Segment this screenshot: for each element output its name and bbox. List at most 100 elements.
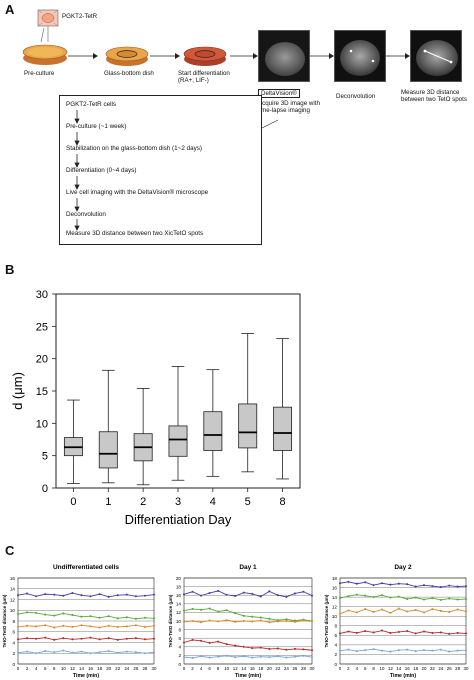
series-point xyxy=(406,583,409,586)
series-point xyxy=(302,590,305,593)
x-tick-label: 2 xyxy=(26,666,29,671)
series-point xyxy=(448,584,451,587)
series-point xyxy=(259,595,262,598)
series-line xyxy=(183,608,313,622)
series-point xyxy=(422,584,426,587)
series-point xyxy=(310,656,314,659)
series-point xyxy=(44,636,47,639)
series-point xyxy=(338,649,342,652)
series-point xyxy=(364,608,367,611)
arrow-icon xyxy=(68,53,98,59)
chart-title: Undifferentiated cells xyxy=(53,564,119,571)
series-point xyxy=(242,614,245,617)
series-point xyxy=(152,593,156,596)
series-point xyxy=(464,632,468,635)
x-tick-label: 16 xyxy=(250,666,255,671)
series-point xyxy=(53,593,56,596)
series-point xyxy=(372,610,375,613)
series-point xyxy=(62,594,65,597)
series-point xyxy=(406,610,409,613)
series-point xyxy=(276,647,279,650)
y-tick-label: 8 xyxy=(334,624,337,629)
flow-step: Pre-culture (~1 week) xyxy=(66,123,127,130)
series-point xyxy=(225,619,228,622)
series-point xyxy=(116,617,119,620)
series-point xyxy=(116,594,119,597)
series-point xyxy=(389,650,392,653)
x-tick-label: 22 xyxy=(275,666,280,671)
series-point xyxy=(217,640,220,643)
panel-letter-a: A xyxy=(5,2,15,17)
y-tick-label: 10 xyxy=(332,614,338,619)
series-point xyxy=(414,585,417,588)
series-point xyxy=(380,608,384,611)
x-tick-label: 0 xyxy=(17,666,20,671)
acquire-label: Acquire 3D image with time-lapse imaging xyxy=(258,100,320,114)
series-point xyxy=(293,620,296,623)
y-tick-label: 6 xyxy=(334,633,337,638)
arrow-icon xyxy=(150,53,180,59)
series-point xyxy=(389,596,392,599)
x-tick-label: 8 xyxy=(217,666,220,671)
series-line xyxy=(339,581,467,588)
series-point xyxy=(355,593,358,596)
panel-letter-b: B xyxy=(5,262,15,277)
series-point xyxy=(448,632,451,635)
series-point xyxy=(456,598,459,601)
series-point xyxy=(380,649,384,652)
y-tick-label: 4 xyxy=(178,645,181,650)
series-point xyxy=(217,620,220,623)
x-tick-label: 28 xyxy=(455,666,460,671)
y-tick-label: 16 xyxy=(332,585,338,590)
x-tick-label: 26 xyxy=(447,666,452,671)
y-tick-label: 30 xyxy=(36,289,48,301)
series-point xyxy=(293,647,296,650)
series-point xyxy=(355,582,358,585)
series-point xyxy=(44,593,47,596)
deltavision-box: DeltaVision® xyxy=(258,89,300,98)
series-point xyxy=(338,632,342,635)
x-tick-label: 10 xyxy=(380,666,385,671)
y-tick-label: 2 xyxy=(334,652,337,657)
series-point xyxy=(191,619,194,623)
series-point xyxy=(26,624,29,627)
y-tick-label: 4 xyxy=(12,640,15,645)
series-point xyxy=(107,595,110,598)
series-point xyxy=(71,614,74,617)
y-axis-label: TetO-TetO distance (μm) xyxy=(168,594,173,647)
series-point xyxy=(397,582,400,585)
y-tick-label: 6 xyxy=(178,636,181,641)
x-tick-label: 30 xyxy=(310,666,315,671)
box xyxy=(238,403,258,449)
x-tick-label: 12 xyxy=(388,666,393,671)
preculture-dish-icon xyxy=(22,44,68,65)
x-tick-label: 26 xyxy=(292,666,297,671)
series-point xyxy=(456,631,459,634)
x-tick-label: 16 xyxy=(88,666,93,671)
plot-frame xyxy=(339,577,467,665)
series-point xyxy=(116,638,119,641)
series-point xyxy=(439,631,442,634)
series-point xyxy=(414,596,417,599)
series-point xyxy=(364,581,367,584)
series-point xyxy=(302,654,305,657)
series-point xyxy=(414,650,417,653)
series-point xyxy=(116,625,119,628)
series-point xyxy=(285,656,288,659)
flow-step: PGKT2-TetR cells xyxy=(66,101,117,108)
series-point xyxy=(347,595,350,598)
cell-pipette-icon xyxy=(37,9,59,43)
y-tick-label: 14 xyxy=(10,587,16,592)
series-point xyxy=(302,619,305,622)
series-point xyxy=(80,637,83,640)
series-point xyxy=(191,590,194,593)
series-point xyxy=(439,598,442,602)
series-point xyxy=(439,648,442,651)
series-line xyxy=(183,639,313,651)
series-point xyxy=(200,655,203,658)
series-point xyxy=(302,648,305,651)
series-point xyxy=(182,609,186,612)
series-point xyxy=(347,630,350,633)
y-tick-label: 14 xyxy=(332,595,338,600)
y-tick-label: 10 xyxy=(176,619,182,624)
